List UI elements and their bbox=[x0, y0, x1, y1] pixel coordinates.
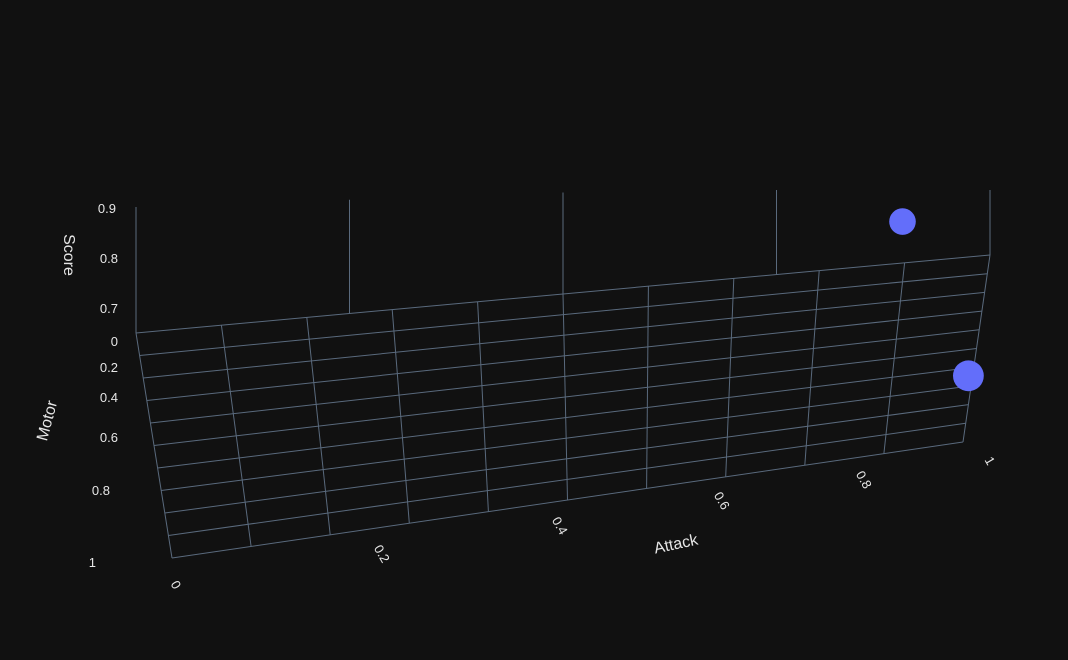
x-tick-label: 0.6 bbox=[711, 489, 733, 512]
x-tick-label: 1 bbox=[982, 454, 999, 468]
z-tick-label: 0.7 bbox=[100, 301, 118, 316]
x-tick-label: 0.4 bbox=[549, 514, 571, 537]
x-tick-label: 0.8 bbox=[853, 468, 875, 491]
grid-layer bbox=[135, 190, 991, 559]
floor-grid-y-7 bbox=[161, 385, 972, 491]
floor-grid-x-7 bbox=[725, 278, 735, 477]
points-layer bbox=[889, 208, 984, 392]
floor-grid-y-8 bbox=[164, 404, 969, 514]
floor-grid-y-5 bbox=[153, 348, 977, 446]
z-tick-label: 0.9 bbox=[98, 201, 116, 216]
y-tick-label: 1 bbox=[89, 555, 96, 570]
tick-layer: 0 0.2 0.4 0.6 0.8 1 0 0.2 0.4 0.6 0.8 1 0.7 0.8 0.9 bbox=[89, 201, 998, 592]
y-tick-label: 0.8 bbox=[92, 483, 110, 498]
floor-grid-x-10 bbox=[962, 254, 991, 443]
x-axis-title: Attack bbox=[653, 531, 701, 557]
y-axis-title: Motor bbox=[34, 398, 61, 443]
x-tick-label: 0.2 bbox=[371, 542, 393, 565]
floor-grid-x-9 bbox=[883, 262, 906, 454]
y-tick-label: 0 bbox=[111, 334, 118, 349]
floor-grid-y-9 bbox=[168, 422, 966, 536]
z-tick-label: 0.8 bbox=[100, 251, 118, 266]
floor-grid-x-8 bbox=[804, 270, 820, 466]
floor-grid-y-6 bbox=[157, 366, 974, 469]
floor-grid-y-10 bbox=[171, 441, 964, 559]
y-tick-label: 0.2 bbox=[100, 360, 118, 375]
x-tick-label: 0 bbox=[168, 578, 185, 592]
floor-grid-x-6 bbox=[646, 286, 649, 489]
data-point bbox=[953, 360, 984, 392]
z-axis-title: Score bbox=[60, 234, 77, 276]
data-point bbox=[889, 208, 916, 235]
y-tick-label: 0.4 bbox=[100, 390, 118, 405]
y-tick-label: 0.6 bbox=[100, 430, 118, 445]
